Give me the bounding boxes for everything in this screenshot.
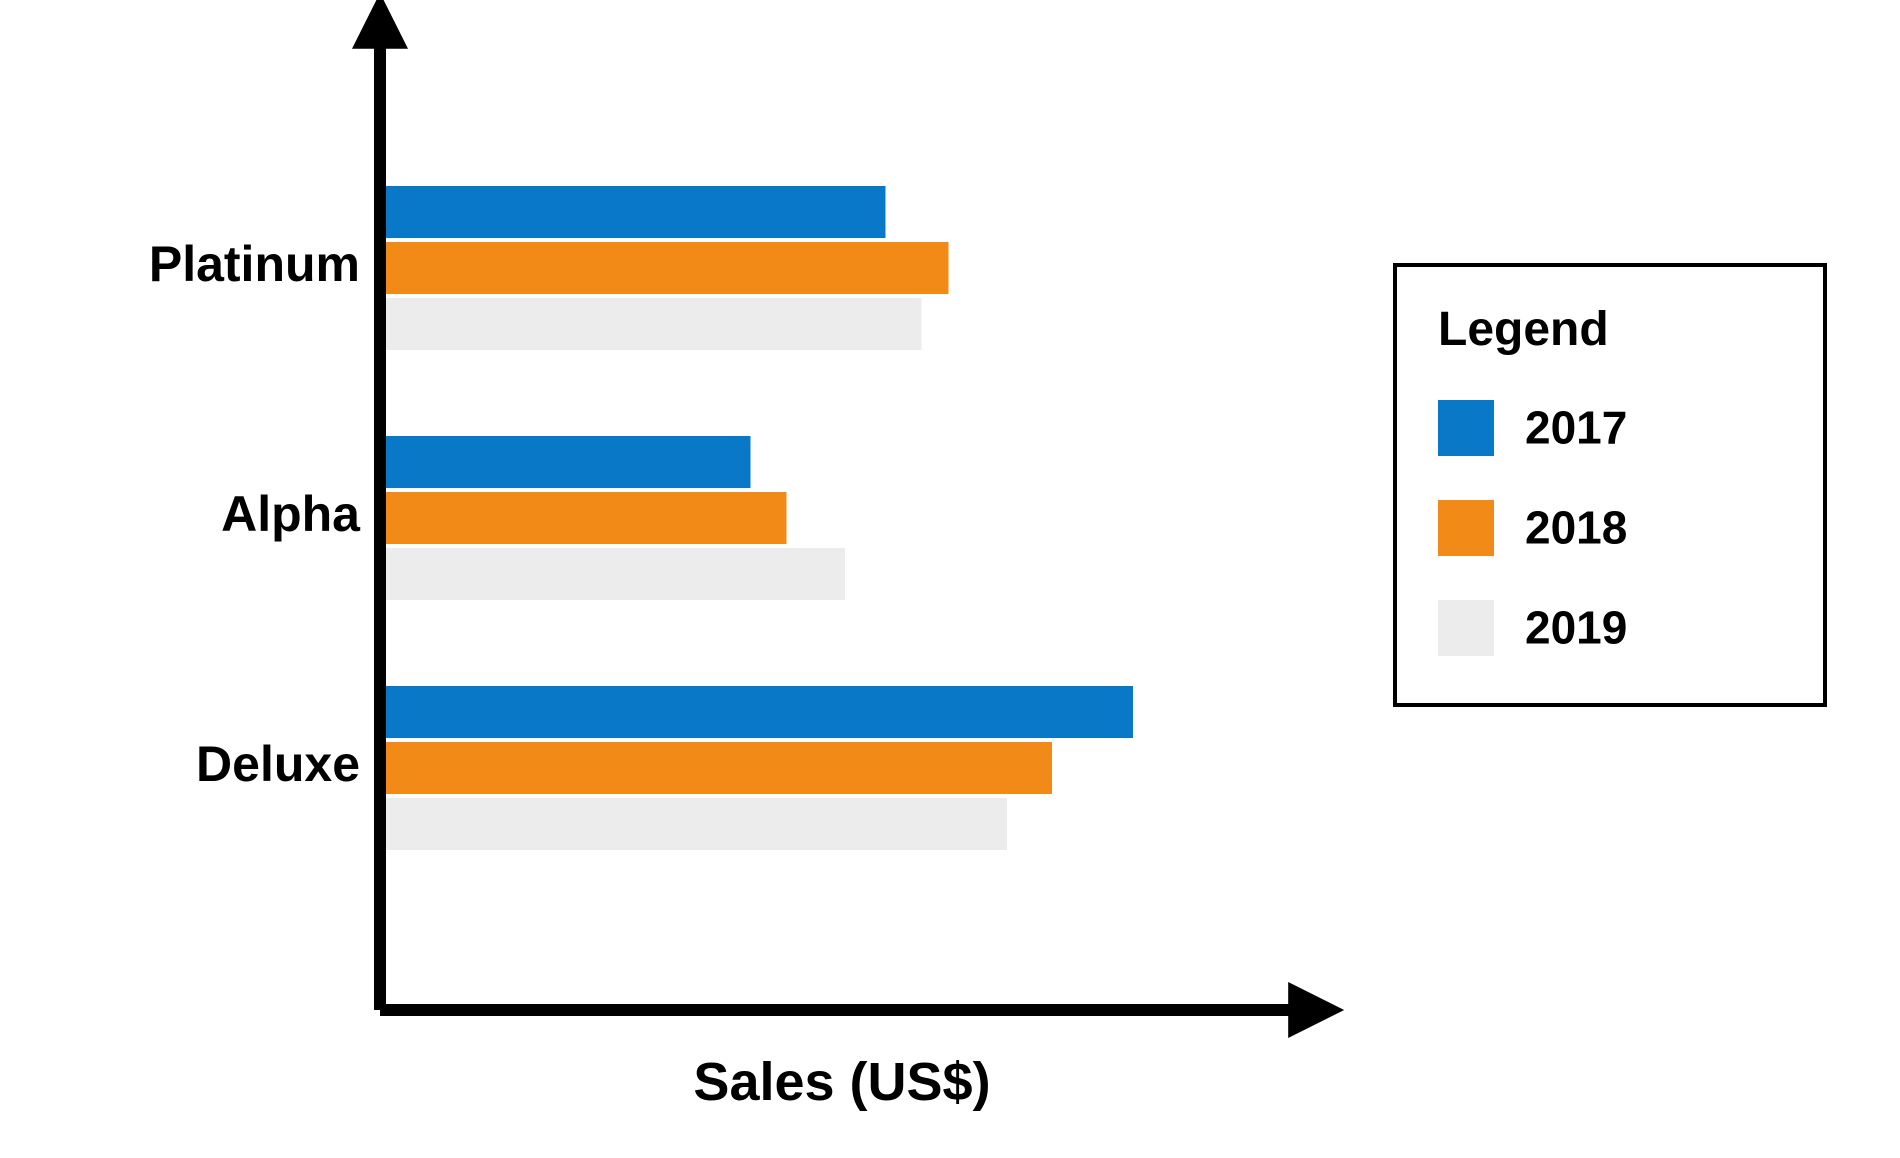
bar-platinum-2018 — [386, 242, 949, 294]
bar-alpha-2019 — [386, 548, 845, 600]
bar-platinum-2019 — [386, 298, 922, 350]
legend-label-2018: 2018 — [1525, 502, 1627, 554]
chart-svg: Platinum Alpha Deluxe Sales (US$) Legend 2017… — [0, 0, 1900, 1158]
bar-alpha-2018 — [386, 492, 787, 544]
legend-swatch-2019 — [1438, 600, 1494, 656]
legend-label-2017: 2017 — [1525, 402, 1627, 454]
sales-bar-chart: Platinum Alpha Deluxe Sales (US$) Legend 2017… — [0, 0, 1900, 1158]
legend-label-2019: 2019 — [1525, 602, 1627, 654]
category-label-alpha: Alpha — [221, 486, 361, 542]
bar-deluxe-2018 — [386, 742, 1052, 794]
legend-swatch-2018 — [1438, 500, 1494, 556]
category-label-deluxe: Deluxe — [196, 736, 360, 792]
x-axis-label: Sales (US$) — [693, 1052, 990, 1112]
bar-deluxe-2017 — [386, 686, 1133, 738]
bar-platinum-2017 — [386, 186, 886, 238]
legend-title: Legend — [1438, 303, 1609, 356]
category-label-platinum: Platinum — [149, 236, 360, 292]
bar-alpha-2017 — [386, 436, 751, 488]
legend-swatch-2017 — [1438, 400, 1494, 456]
bar-deluxe-2019 — [386, 798, 1007, 850]
